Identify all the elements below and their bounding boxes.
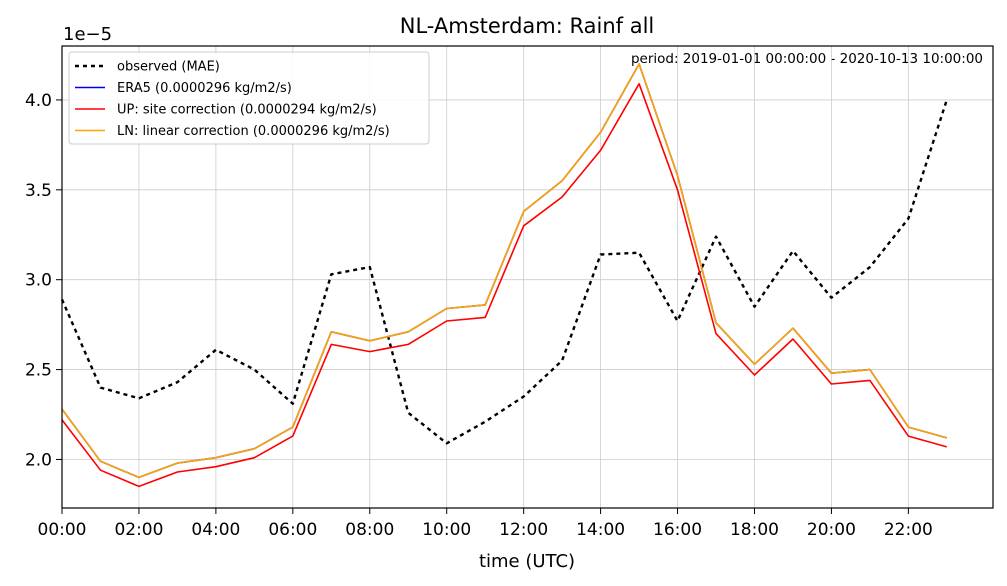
- x-tick-label: 04:00: [191, 520, 240, 540]
- legend: observed (MAE) ERA5 (0.0000296 kg/m2/s) UP…: [68, 51, 430, 145]
- x-tick-label: 16:00: [653, 520, 702, 540]
- grid: [61, 46, 993, 508]
- series-line-2: [61, 83, 948, 488]
- x-tick-label: 12:00: [499, 520, 548, 540]
- x-tick-label: 20:00: [807, 520, 856, 540]
- x-tick-label: 02:00: [114, 520, 163, 540]
- x-tick-label: 10:00: [422, 520, 471, 540]
- x-tick-label: 22:00: [884, 520, 933, 540]
- series-line-0: [60, 99, 948, 445]
- y-tick-label: 2.0: [25, 450, 52, 470]
- axis-ticks: 00:00 02:00 04:00 06:00 08:00 10:00 12:00 14:00…: [25, 91, 933, 540]
- legend-label: LN: linear correction (0.0000296 kg/m2/s…: [117, 124, 390, 139]
- y-tick-label: 2.5: [25, 361, 52, 381]
- x-tick-label: 08:00: [345, 520, 394, 540]
- y-tick-label: 4.0: [25, 91, 52, 111]
- x-tick-label: 14:00: [576, 520, 625, 540]
- series-lines: [60, 63, 948, 488]
- period-annotation: period: 2019-01-01 00:00:00 - 2020-10-13…: [631, 51, 983, 67]
- x-tick-label: 06:00: [268, 520, 317, 540]
- legend-label: UP: site correction (0.0000294 kg/m2/s): [117, 103, 377, 118]
- legend-label: ERA5 (0.0000296 kg/m2/s): [117, 81, 292, 96]
- y-tick-label: 3.5: [25, 181, 52, 201]
- x-tick-label: 00:00: [38, 520, 87, 540]
- chart-title: NL-Amsterdam: Rainf all: [400, 14, 655, 38]
- x-tick-label: 18:00: [730, 520, 779, 540]
- y-offset-label: 1e−5: [63, 24, 112, 45]
- series-line-3: [61, 63, 948, 479]
- y-tick-label: 3.0: [25, 271, 52, 291]
- plot-frame: [61, 45, 994, 509]
- x-axis-label: time (UTC): [479, 551, 575, 572]
- legend-label: observed (MAE): [117, 60, 220, 75]
- legend-box: [68, 51, 430, 145]
